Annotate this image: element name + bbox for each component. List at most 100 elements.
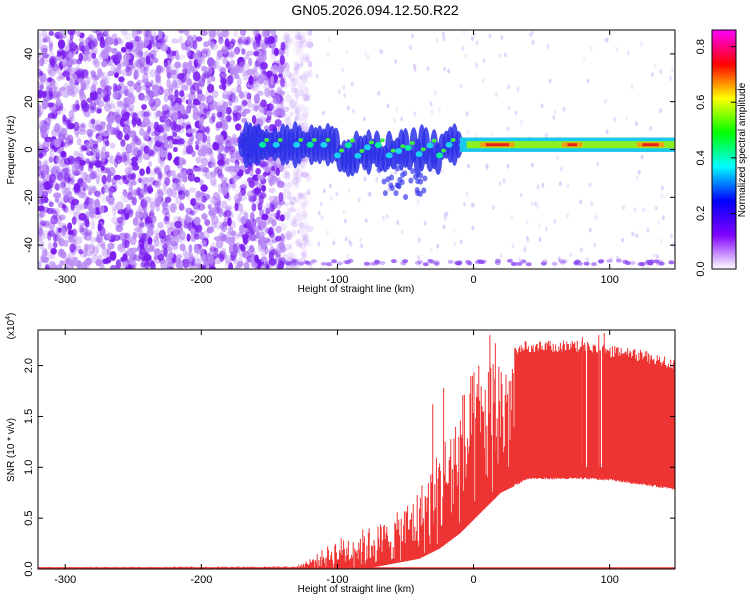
noise-speckle (182, 64, 190, 72)
noise-speckle (546, 44, 550, 50)
noise-speckle (270, 64, 279, 75)
noise-speckle (122, 189, 128, 196)
noise-speckle (154, 181, 161, 188)
noise-speckle (218, 36, 224, 45)
noise-speckle (56, 196, 64, 205)
noise-speckle (186, 168, 194, 176)
noise-speckle (55, 235, 63, 243)
noise-speckle (301, 40, 308, 48)
noise-speckle (94, 212, 102, 219)
noise-speckle (114, 115, 122, 122)
noise-speckle (170, 121, 177, 131)
x-tick-label: -100 (326, 574, 348, 586)
noise-speckle (494, 258, 501, 263)
noise-speckle (265, 264, 270, 269)
noise-speckle (67, 122, 76, 130)
noise-speckle (285, 219, 292, 228)
signal-blob (333, 152, 341, 159)
signal-tail (397, 158, 403, 165)
noise-speckle (78, 122, 87, 132)
noise-speckle (61, 250, 67, 259)
noise-speckle (122, 124, 131, 135)
noise-speckle (273, 34, 278, 44)
noise-speckle (219, 229, 226, 237)
noise-speckle (422, 262, 429, 267)
noise-speckle (78, 192, 87, 199)
noise-speckle (218, 253, 225, 263)
noise-speckle (139, 243, 145, 250)
noise-speckle (556, 155, 560, 161)
noise-speckle (181, 149, 188, 156)
noise-speckle (193, 58, 199, 68)
noise-speckle (292, 176, 299, 186)
noise-speckle (447, 259, 454, 264)
noise-speckle (211, 215, 219, 225)
noise-speckle (118, 76, 125, 83)
noise-speckle (459, 83, 463, 89)
noise-speckle (99, 121, 107, 127)
noise-speckle (115, 201, 124, 212)
noise-speckle (114, 129, 121, 139)
noise-speckle (236, 105, 243, 115)
noise-speckle (264, 246, 269, 255)
noise-speckle (235, 264, 241, 269)
noise-speckle (272, 161, 278, 167)
noise-speckle (330, 195, 334, 201)
x-tick-label: 100 (600, 574, 618, 586)
noise-speckle (281, 236, 287, 245)
noise-speckle (299, 219, 304, 230)
noise-speckle (300, 163, 307, 170)
noise-speckle (133, 145, 138, 153)
noise-speckle (538, 237, 542, 243)
noise-speckle (189, 210, 195, 216)
noise-speckle (69, 31, 74, 41)
noise-speckle (71, 104, 77, 111)
noise-speckle (270, 30, 277, 36)
noise-speckle (59, 181, 64, 190)
noise-speckle (45, 85, 54, 93)
noise-speckle (246, 177, 253, 183)
noise-speckle (173, 156, 181, 166)
noise-speckle (298, 74, 304, 80)
noise-speckle (295, 168, 304, 179)
noise-speckle (237, 256, 244, 265)
noise-speckle (102, 72, 110, 79)
noise-speckle (299, 104, 306, 112)
noise-speckle (283, 89, 290, 96)
noise-speckle (411, 33, 415, 39)
noise-speckle (344, 236, 348, 242)
noise-speckle (73, 121, 80, 132)
noise-speckle (258, 182, 266, 191)
noise-speckle (48, 56, 57, 66)
noise-speckle (317, 210, 321, 216)
noise-speckle (92, 80, 99, 86)
noise-speckle (653, 259, 660, 264)
noise-speckle (166, 72, 172, 79)
noise-speckle (260, 61, 268, 70)
noise-speckle (637, 169, 641, 175)
noise-speckle (294, 87, 299, 94)
noise-speckle (49, 244, 56, 250)
noise-speckle (61, 203, 67, 209)
noise-speckle (186, 35, 193, 43)
noise-speckle (48, 260, 56, 269)
noise-speckle (38, 147, 42, 155)
noise-speckle (146, 89, 154, 100)
noise-speckle (301, 110, 310, 118)
noise-speckle (71, 164, 77, 175)
noise-speckle (172, 146, 178, 153)
noise-speckle (76, 137, 82, 146)
noise-speckle (263, 34, 268, 42)
noise-speckle (147, 236, 153, 245)
noise-speckle (296, 241, 303, 249)
figure-title: GN05.2026.094.12.50.R22 (291, 2, 459, 18)
noise-speckle (320, 261, 327, 266)
noise-speckle (143, 111, 150, 118)
noise-speckle (76, 260, 82, 269)
noise-speckle (414, 260, 421, 265)
noise-speckle (228, 247, 237, 256)
noise-speckle (303, 232, 309, 242)
noise-speckle (295, 99, 299, 105)
noise-speckle (48, 30, 55, 37)
signal-blob (306, 141, 314, 148)
